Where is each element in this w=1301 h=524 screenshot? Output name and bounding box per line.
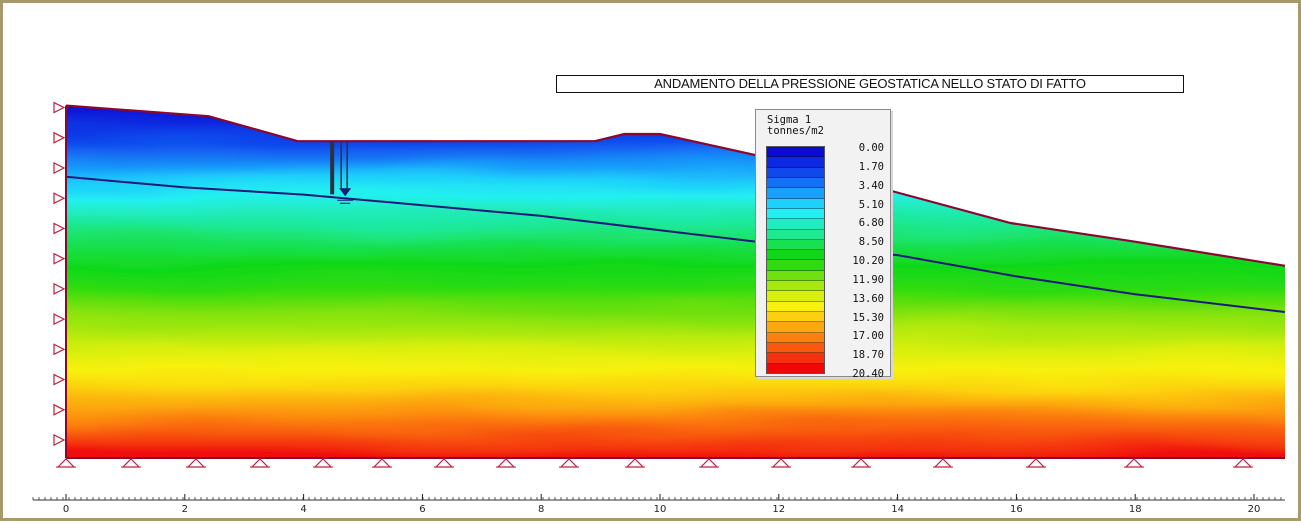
- legend-swatch: [767, 167, 824, 178]
- ruler-tick-label: 20: [1248, 504, 1261, 515]
- pin-support-icon: [559, 458, 579, 468]
- color-legend: Sigma 1 tonnes/m2 0.00 1.70 3.40 5.10 6.80 8.…: [755, 109, 891, 380]
- legend-swatch: [767, 353, 824, 364]
- legend-tick-label: 18.70: [852, 349, 884, 362]
- legend-tick-label: 13.60: [852, 292, 884, 305]
- roller-support-icon: [53, 403, 66, 416]
- legend-swatch: [767, 147, 824, 158]
- legend-swatch: [767, 229, 824, 240]
- pin-support-icon: [56, 458, 76, 468]
- legend-swatch: [767, 219, 824, 230]
- roller-support-icon: [53, 192, 66, 205]
- ruler-tick-label: 14: [891, 504, 904, 515]
- pin-support-icon: [933, 458, 953, 468]
- legend-swatch: [767, 177, 824, 189]
- pin-support-icon: [186, 458, 206, 468]
- legend-swatch: [767, 332, 824, 343]
- roller-support-icon: [53, 162, 66, 174]
- legend-swatch: [767, 363, 824, 373]
- legend-title: Sigma 1: [767, 114, 812, 126]
- ground-surface-line: [65, 104, 1286, 267]
- pin-support-icon: [699, 458, 719, 468]
- legend-unit: tonnes/m2: [767, 125, 824, 137]
- roller-support-icon: [53, 131, 66, 144]
- legend-tick-label: 10.20: [852, 255, 884, 267]
- ruler-tick-label: 16: [1010, 504, 1023, 515]
- pin-support-icon: [1026, 458, 1046, 468]
- roller-support-icon: [53, 252, 66, 265]
- pin-support-icon: [313, 458, 333, 468]
- roller-support-icon: [53, 101, 66, 114]
- pin-support-icon: [250, 458, 270, 468]
- legend-tick-labels: 0.00 1.70 3.40 5.10 6.80 8.50 10.20 11.90 13.60 1…: [828, 142, 888, 382]
- legend-swatch: [767, 291, 824, 302]
- ruler-tick-label: 12: [772, 504, 785, 515]
- legend-swatch: [767, 208, 824, 220]
- legend-swatch: [767, 322, 824, 333]
- legend-tick-label: 15.30: [852, 311, 884, 324]
- legend-swatch: [767, 198, 824, 209]
- pin-support-icon: [1124, 458, 1144, 468]
- roller-support-icon: [53, 313, 66, 326]
- legend-swatch: [767, 157, 824, 168]
- legend-tick-label: 17.00: [852, 330, 884, 343]
- legend-tick-label: 20.40: [852, 368, 884, 380]
- ruler-tick-label: 0: [63, 504, 69, 515]
- roller-support-icon: [53, 373, 66, 386]
- pin-support-icon: [625, 458, 645, 468]
- soil-mass: [66, 105, 1285, 458]
- legend-swatch: [767, 281, 824, 292]
- pin-support-icon: [434, 458, 454, 468]
- legend-swatch: [767, 250, 824, 261]
- ruler-tick-label: 18: [1129, 504, 1142, 515]
- legend-swatch: [767, 260, 824, 271]
- legend-swatch: [767, 239, 824, 251]
- ruler-tick-label: 4: [300, 504, 306, 515]
- legend-tick-label: 6.80: [858, 217, 884, 230]
- ruler-tick-label: 8: [538, 504, 544, 515]
- ruler-tick-label: 10: [654, 504, 667, 515]
- legend-swatch: [767, 312, 824, 323]
- bottom-pin-supports: [56, 458, 1253, 468]
- legend-swatch: [767, 270, 824, 282]
- pin-support-icon: [496, 458, 516, 468]
- stress-field: [66, 105, 1285, 458]
- legend-tick-label: 1.70: [858, 160, 884, 173]
- roller-support-icon: [53, 434, 66, 446]
- legend-swatch: [767, 301, 824, 312]
- ruler-tick-label: 2: [182, 504, 188, 515]
- legend-tick-label: 5.10: [858, 198, 884, 211]
- water-table-line: [65, 175, 1286, 313]
- legend-tick-label: 0.00: [858, 142, 884, 154]
- pin-support-icon: [1233, 458, 1253, 468]
- piezometer-icon: [330, 141, 354, 204]
- horizontal-ruler: 0 2 4 6 8 10 12 14 16 18 20: [32, 494, 1285, 515]
- legend-tick-label: 11.90: [852, 273, 884, 286]
- roller-support-icon: [53, 282, 66, 295]
- pin-support-icon: [771, 458, 791, 468]
- legend-swatch: [767, 188, 824, 199]
- stress-contour-diagram: 0 2 4 6 8 10 12 14 16 18 20: [32, 101, 1286, 515]
- diagram-title: ANDAMENTO DELLA PRESSIONE GEOSTATICA NEL…: [556, 75, 1184, 93]
- legend-swatch: [767, 342, 824, 354]
- legend-tick-label: 3.40: [858, 179, 884, 192]
- legend-tick-label: 8.50: [858, 236, 884, 249]
- pin-support-icon: [372, 458, 392, 468]
- roller-support-icon: [53, 343, 66, 356]
- left-roller-supports: [53, 101, 66, 446]
- roller-support-icon: [53, 222, 66, 235]
- legend-color-scale: [766, 146, 825, 374]
- ruler-tick-label: 6: [419, 504, 425, 515]
- pin-support-icon: [121, 458, 141, 468]
- pin-support-icon: [851, 458, 871, 468]
